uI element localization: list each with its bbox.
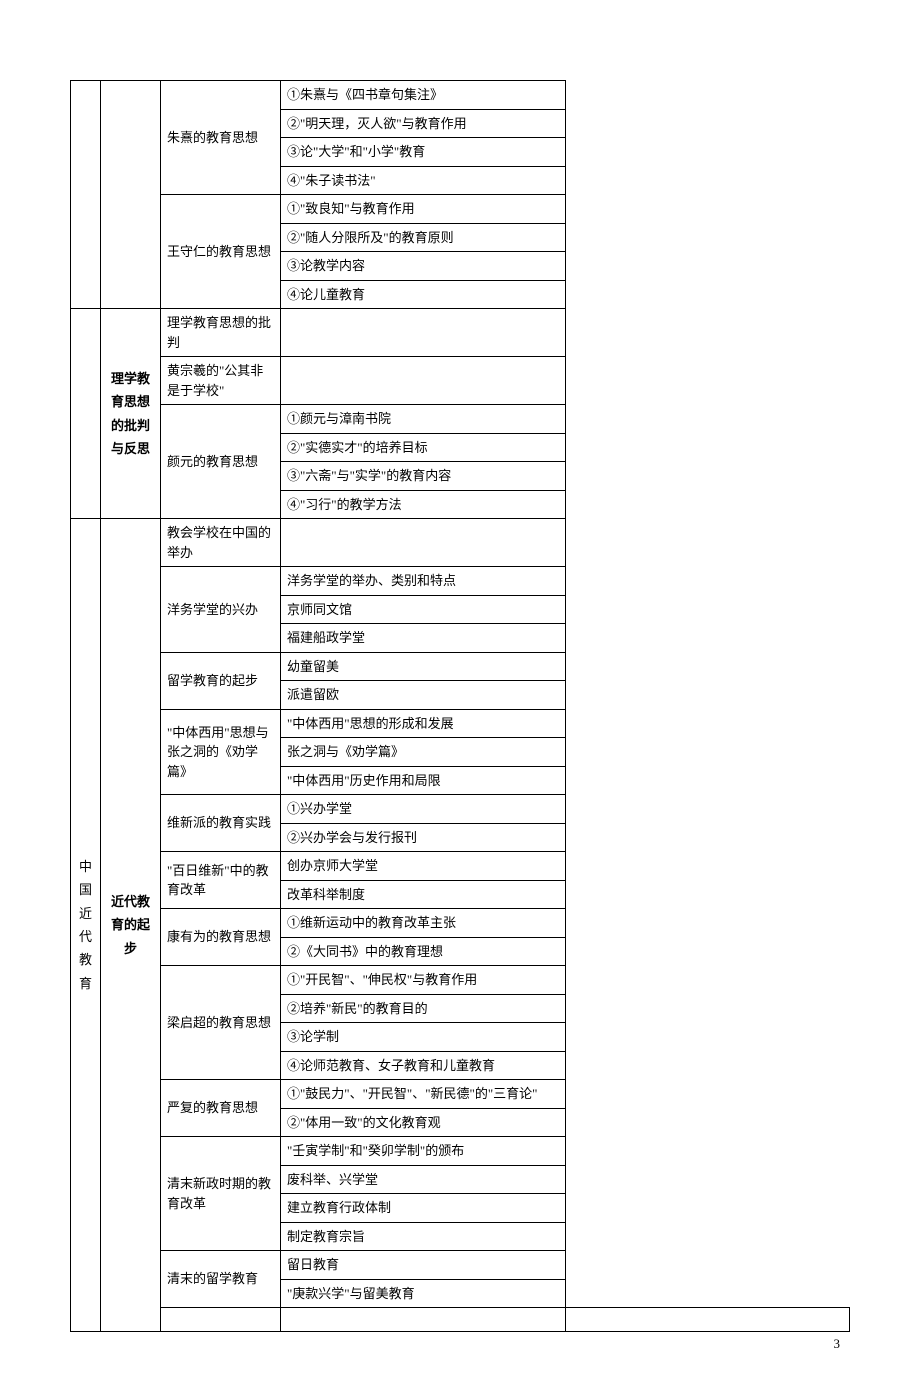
cell-l4-zt1: "中体西用"思想的形成和发展 — [281, 709, 566, 738]
cell-l3-zhuxi: 朱熹的教育思想 — [161, 81, 281, 195]
cell-l3-yanyuan: 颜元的教育思想 — [161, 405, 281, 519]
table-row: 中国近代教育 近代教育的起步 教会学校在中国的举办 — [71, 519, 850, 567]
cell-l4-yan1: ①颜元与漳南书院 — [281, 405, 566, 434]
cell-l3-liuxue: 留学教育的起步 — [161, 652, 281, 709]
cell-l3-qingmo-lx: 清末的留学教育 — [161, 1251, 281, 1308]
cell-l2-qibu: 近代教育的起步 — [101, 519, 161, 1332]
table-row: 清末新政时期的教育改革 "壬寅学制"和"癸卯学制"的颁布 — [71, 1137, 850, 1166]
cell-l4-br2: 改革科举制度 — [281, 880, 566, 909]
cell-l3-wang: 王守仁的教育思想 — [161, 195, 281, 309]
cell-l4-qlx1: 留日教育 — [281, 1251, 566, 1280]
cell-l2-blank-bottom — [161, 1308, 281, 1332]
table-row: 洋务学堂的兴办 洋务学堂的举办、类别和特点 — [71, 567, 850, 596]
table-row: 维新派的教育实践 ①兴办学堂 — [71, 795, 850, 824]
cell-l3-blank-bottom — [281, 1308, 566, 1332]
cell-l4-qm1: "壬寅学制"和"癸卯学制"的颁布 — [281, 1137, 566, 1166]
cell-l4-qm4: 制定教育宗旨 — [281, 1222, 566, 1251]
cell-l4-last-empty — [565, 1308, 850, 1332]
cell-l4-yan3: ③"六斋"与"实学"的教育内容 — [281, 462, 566, 491]
table-row: 梁启超的教育思想 ①"开民智"、"伸民权"与教育作用 — [71, 966, 850, 995]
cell-l3-huang: 黄宗羲的"公其非是于学校" — [161, 357, 281, 405]
table-row — [71, 1308, 850, 1332]
cell-l4-wx2: ②兴办学会与发行报刊 — [281, 823, 566, 852]
cell-l3-yangwu: 洋务学堂的兴办 — [161, 567, 281, 653]
table-row: 理学教育思想的批判与反思 理学教育思想的批判 — [71, 309, 850, 357]
cell-l4-wang3: ③论教学内容 — [281, 252, 566, 281]
cell-l4-zhuxi1: ①朱熹与《四书章句集注》 — [281, 81, 566, 110]
cell-l4-qlx2: "庚款兴学"与留美教育 — [281, 1279, 566, 1308]
table-row: 康有为的教育思想 ①维新运动中的教育改革主张 — [71, 909, 850, 938]
table-row: 王守仁的教育思想 ①"致良知"与教育作用 — [71, 195, 850, 224]
table-row: "百日维新"中的教育改革 创办京师大学堂 — [71, 852, 850, 881]
page-number: 3 — [834, 1336, 841, 1352]
cell-l4-wx1: ①兴办学堂 — [281, 795, 566, 824]
table-row: 颜元的教育思想 ①颜元与漳南书院 — [71, 405, 850, 434]
cell-l4-jiaohui-empty — [281, 519, 566, 567]
cell-l4-yw1: 洋务学堂的举办、类别和特点 — [281, 567, 566, 596]
cell-l3-bairi: "百日维新"中的教育改革 — [161, 852, 281, 909]
cell-l2-lixue: 理学教育思想的批判与反思 — [101, 309, 161, 519]
cell-l4-yw2: 京师同文馆 — [281, 595, 566, 624]
table-row: 严复的教育思想 ①"鼓民力"、"开民智"、"新民德"的"三育论" — [71, 1080, 850, 1109]
table-row: 留学教育的起步 幼童留美 — [71, 652, 850, 681]
cell-l4-qm2: 废科举、兴学堂 — [281, 1165, 566, 1194]
cell-l4-br1: 创办京师大学堂 — [281, 852, 566, 881]
cell-l4-yw3: 福建船政学堂 — [281, 624, 566, 653]
cell-l4-zhuxi3: ③论"大学"和"小学"教育 — [281, 138, 566, 167]
table-row: 清末的留学教育 留日教育 — [71, 1251, 850, 1280]
table-row: "中体西用"思想与张之洞的《劝学篇》 "中体西用"思想的形成和发展 — [71, 709, 850, 738]
cell-l4-yan2: ②"实德实才"的培养目标 — [281, 433, 566, 462]
cell-l3-jiaohui: 教会学校在中国的举办 — [161, 519, 281, 567]
cell-l4-zt3: "中体西用"历史作用和局限 — [281, 766, 566, 795]
cell-l1-modern: 中国近代教育 — [71, 519, 101, 1332]
cell-l4-zhuxi4: ④"朱子读书法" — [281, 166, 566, 195]
cell-l3-liangqichao: 梁启超的教育思想 — [161, 966, 281, 1080]
cell-l4-ky1: ①维新运动中的教育改革主张 — [281, 909, 566, 938]
cell-l4-lq4: ④论师范教育、女子教育和儿童教育 — [281, 1051, 566, 1080]
cell-l3-lixue-pipan: 理学教育思想的批判 — [161, 309, 281, 357]
cell-l4-lq1: ①"开民智"、"伸民权"与教育作用 — [281, 966, 566, 995]
cell-l3-weixin: 维新派的教育实践 — [161, 795, 281, 852]
outline-table: 朱熹的教育思想 ①朱熹与《四书章句集注》 ②"明天理，灭人欲"与教育作用 ③论"… — [70, 80, 850, 1332]
cell-l4-lq2: ②培养"新民"的教育目的 — [281, 994, 566, 1023]
cell-l1-blank-mid — [71, 309, 101, 519]
cell-l4-qm3: 建立教育行政体制 — [281, 1194, 566, 1223]
page-container: 朱熹的教育思想 ①朱熹与《四书章句集注》 ②"明天理，灭人欲"与教育作用 ③论"… — [0, 0, 920, 1382]
cell-l4-ky2: ②《大同书》中的教育理想 — [281, 937, 566, 966]
table-row: 朱熹的教育思想 ①朱熹与《四书章句集注》 — [71, 81, 850, 110]
cell-l4-wang2: ②"随人分限所及"的教育原则 — [281, 223, 566, 252]
cell-l4-yf1: ①"鼓民力"、"开民智"、"新民德"的"三育论" — [281, 1080, 566, 1109]
cell-l2-blank-top — [101, 81, 161, 309]
cell-l4-zhuxi2: ②"明天理，灭人欲"与教育作用 — [281, 109, 566, 138]
cell-l4-lx2: 派遣留欧 — [281, 681, 566, 710]
cell-l3-qingmo-xz: 清末新政时期的教育改革 — [161, 1137, 281, 1251]
cell-l4-huang-empty — [281, 357, 566, 405]
cell-l1-blank-top — [71, 81, 101, 309]
cell-l4-yf2: ②"体用一致"的文化教育观 — [281, 1108, 566, 1137]
cell-l4-lx1: 幼童留美 — [281, 652, 566, 681]
table-row: 黄宗羲的"公其非是于学校" — [71, 357, 850, 405]
cell-l4-zt2: 张之洞与《劝学篇》 — [281, 738, 566, 767]
cell-l4-wang4: ④论儿童教育 — [281, 280, 566, 309]
cell-l4-yan4: ④"习行"的教学方法 — [281, 490, 566, 519]
cell-l3-yanfu: 严复的教育思想 — [161, 1080, 281, 1137]
cell-l4-lixue-empty — [281, 309, 566, 357]
cell-l3-kangyouwei: 康有为的教育思想 — [161, 909, 281, 966]
cell-l3-zhongti: "中体西用"思想与张之洞的《劝学篇》 — [161, 709, 281, 795]
cell-l4-wang1: ①"致良知"与教育作用 — [281, 195, 566, 224]
cell-l4-lq3: ③论学制 — [281, 1023, 566, 1052]
